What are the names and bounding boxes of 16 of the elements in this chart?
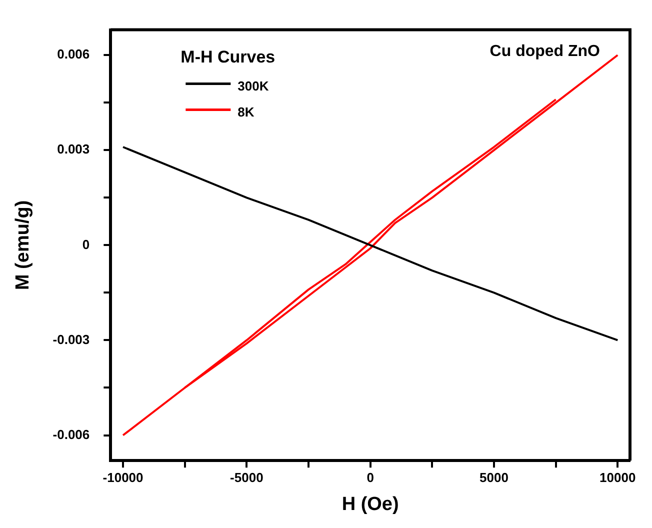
x-tick-label: -5000	[230, 470, 264, 485]
legend-label: 8K	[238, 104, 255, 120]
x-tick-label: 10000	[600, 470, 636, 485]
legend-label: 300K	[238, 78, 270, 94]
y-tick-label: 0.003	[57, 142, 90, 157]
annotation: Cu doped ZnO	[490, 43, 600, 60]
x-tick-label: 0	[366, 470, 374, 485]
y-axis-title: M (emu/g)	[12, 200, 34, 290]
legend-title: M-H Curves	[180, 47, 276, 66]
x-tick-label: 5000	[480, 470, 508, 485]
x-axis-title: H (Oe)	[342, 494, 399, 515]
y-tick-label: 0	[82, 236, 90, 252]
y-tick-label: -0.006	[52, 426, 90, 442]
x-tick-label: -10000	[102, 470, 144, 485]
y-tick-label: -0.003	[52, 332, 90, 347]
y-tick-label: 0.006	[57, 46, 90, 62]
